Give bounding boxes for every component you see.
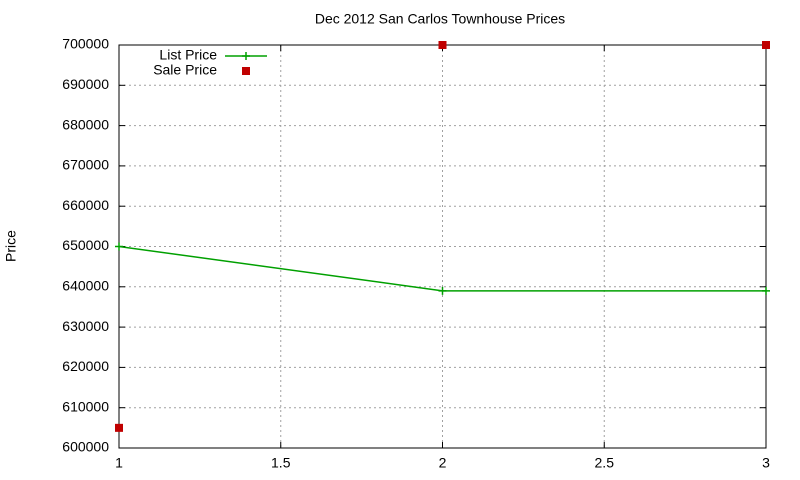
y-tick-label: 700000	[62, 36, 109, 52]
data-point	[438, 286, 447, 295]
data-point	[115, 242, 123, 251]
y-tick-label: 610000	[62, 398, 109, 414]
y-tick-label: 640000	[62, 278, 109, 294]
x-tick-label: 1.5	[271, 455, 291, 471]
x-tick-label: 2	[439, 455, 447, 471]
y-tick-label: 620000	[62, 358, 109, 374]
x-tick-label: 3	[762, 455, 770, 471]
data-point	[762, 41, 770, 49]
y-tick-label: 670000	[62, 157, 109, 173]
data-point	[438, 41, 447, 49]
y-tick-label: 660000	[62, 197, 109, 213]
legend-label: Sale Price	[153, 62, 217, 78]
x-tick-label: 1	[115, 455, 123, 471]
y-tick-label: 630000	[62, 318, 109, 334]
legend-label: List Price	[159, 47, 217, 63]
y-tick-label: 650000	[62, 237, 109, 253]
chart-title: Dec 2012 San Carlos Townhouse Prices	[315, 11, 565, 27]
y-axis-label: Price	[3, 230, 19, 262]
x-tick-label: 2.5	[595, 455, 615, 471]
legend-marker	[242, 52, 250, 60]
data-point	[115, 423, 123, 432]
data-point	[762, 286, 770, 295]
y-tick-label: 680000	[62, 116, 109, 132]
legend-marker	[242, 67, 250, 75]
series-line	[118, 245, 766, 292]
y-tick-label: 690000	[62, 76, 109, 92]
y-tick-label: 600000	[62, 439, 109, 455]
